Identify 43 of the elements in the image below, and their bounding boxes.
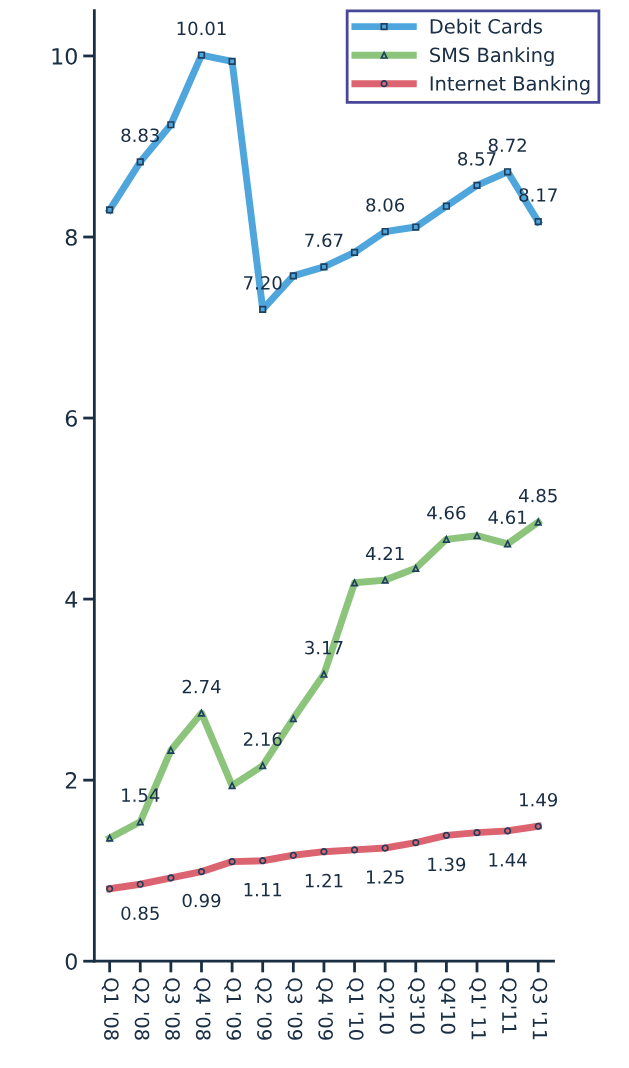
data-label: 2.74 [182, 679, 221, 694]
data-label: 0.99 [182, 893, 221, 908]
data-label: 8.83 [121, 128, 159, 143]
x-tick-label: Q4 '09 [316, 978, 333, 1040]
data-label: 0.85 [121, 906, 159, 921]
x-tick-label: Q2 '08 [132, 978, 150, 1040]
x-tick-label: Q2 '09 [254, 978, 272, 1040]
x-tick-label: Q1 '10 [346, 978, 364, 1040]
legend-label: Internet Banking [430, 75, 590, 95]
y-tick-label: 10 [52, 47, 77, 65]
x-tick-label: Q3'10 [407, 978, 425, 1034]
data-label: 1.25 [367, 870, 404, 884]
x-tick-label: Q4 '08 [193, 978, 211, 1040]
data-label: 1.21 [305, 873, 343, 888]
y-tick-label: 6 [65, 410, 77, 427]
x-tick-label: Q3 '11 [530, 978, 548, 1040]
data-label: 4.21 [365, 546, 404, 561]
x-tick-label: Q2'10 [377, 978, 395, 1034]
data-label: 1.11 [244, 883, 282, 897]
data-label: 7.67 [305, 233, 343, 248]
x-tick-label: Q3 '09 [285, 978, 303, 1040]
x-tick-label: Q2'11 [499, 978, 517, 1034]
data-label: 8.57 [458, 151, 496, 166]
x-tick-label: Q1' 11 [469, 978, 487, 1040]
y-tick-label: 2 [65, 772, 77, 789]
data-label: 10.01 [177, 21, 226, 36]
y-tick-label: 4 [65, 591, 78, 608]
x-tick-label: Q4'10 [438, 978, 456, 1034]
x-tick-label: Q3 '08 [163, 978, 180, 1040]
data-label: 4.61 [488, 510, 527, 525]
y-tick-label: 0 [65, 953, 77, 970]
data-label: 1.44 [489, 853, 527, 867]
data-label: 1.39 [428, 857, 466, 872]
y-tick-label: 8 [65, 228, 77, 246]
x-tick-label: Q1 '09 [224, 978, 242, 1040]
x-tick-label: Q1 '08 [101, 978, 119, 1040]
data-label: 8.06 [366, 198, 405, 212]
data-label: 8.72 [488, 138, 526, 153]
data-label: 4.66 [427, 505, 466, 520]
data-label: 4.85 [519, 488, 557, 503]
legend-label: Debit Cards [430, 18, 542, 34]
data-label: 1.49 [520, 792, 558, 807]
legend-label: SMS Banking [430, 47, 554, 67]
